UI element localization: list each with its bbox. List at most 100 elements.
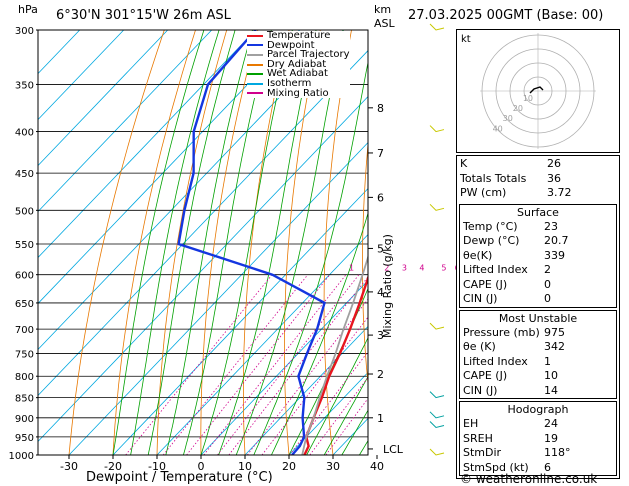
km-axis-label: km xyxy=(374,3,392,16)
isotherm-line xyxy=(200,279,368,455)
mixing-ratio-line xyxy=(162,274,309,455)
temperature-tick-label: -30 xyxy=(60,460,78,473)
legend-label: Isotherm xyxy=(267,77,312,89)
most-unstable-value: 975 xyxy=(544,325,565,339)
pressure-tick-label: 550 xyxy=(15,240,34,251)
isotherm-line xyxy=(156,233,368,455)
most-unstable-label: Lifted Index xyxy=(463,354,528,368)
wet-adiabat-line xyxy=(306,336,368,455)
surface-row: CAPE (J) 0 xyxy=(460,278,616,293)
legend-item: Parcel Trajectory xyxy=(247,50,350,60)
most-unstable-value: 342 xyxy=(544,340,565,353)
temperature-tick-label: 30 xyxy=(326,460,340,473)
wet-adiabat-line xyxy=(271,211,368,455)
mixing-ratio-line xyxy=(203,274,347,455)
legend-item: Wet Adiabat xyxy=(247,69,350,79)
most-unstable-row: θe (K) 342 xyxy=(460,340,616,355)
legend-item: Isotherm xyxy=(247,79,350,89)
mixing-ratio-axis-title: Mixing Ratio (g/kg) xyxy=(381,234,394,338)
index-row: Totals Totals 36 xyxy=(457,172,619,187)
surface-label: CAPE (J) xyxy=(463,277,508,291)
wind-barb xyxy=(429,322,445,330)
legend-item: Temperature xyxy=(247,31,350,41)
km-tick-label: 1 xyxy=(377,412,384,425)
index-value: 3.72 xyxy=(547,186,572,199)
isotherm-line xyxy=(38,30,81,75)
dry-adiabat-line xyxy=(200,30,259,455)
hpa-axis-label: hPa xyxy=(18,3,38,16)
hodograph-param-value: 24 xyxy=(544,417,558,430)
hodograph-param-row: EH 24 xyxy=(460,417,616,432)
km-tick-label: LCL xyxy=(383,443,404,456)
hodograph-param-label: SREH xyxy=(463,431,493,445)
temperature-profile xyxy=(303,274,368,455)
hodograph-param-label: EH xyxy=(463,417,479,430)
wet-adiabat-line xyxy=(323,375,368,455)
isotherm-line xyxy=(68,141,368,455)
most-unstable-label: CIN (J) xyxy=(463,383,498,397)
index-row: K 26 xyxy=(457,157,619,172)
wind-barb xyxy=(429,23,445,31)
most-unstable-label: CAPE (J) xyxy=(463,369,508,382)
most-unstable-value: 14 xyxy=(544,383,558,397)
most-unstable-row: Pressure (mb) 975 xyxy=(460,326,616,341)
legend-label: Wet Adiabat xyxy=(267,68,328,80)
wet-adiabat-line xyxy=(183,30,272,455)
legend-label: Dry Adiabat xyxy=(267,58,327,70)
most-unstable-row: Lifted Index 1 xyxy=(460,355,616,370)
most-unstable-label: Pressure (mb) xyxy=(463,325,540,339)
legend-item: Dewpoint xyxy=(247,39,350,51)
pressure-tick-label: 900 xyxy=(15,414,34,425)
most-unstable-value: 1 xyxy=(544,354,551,368)
dry-adiabat-line xyxy=(68,30,165,455)
pressure-tick-label: 350 xyxy=(15,80,34,91)
km-tick-label: 8 xyxy=(377,102,384,115)
legend-label: Dewpoint xyxy=(267,39,315,51)
hodograph-panel: 10 20 30 40 kt xyxy=(456,29,620,153)
hodograph-param-label: StmDir xyxy=(463,446,502,459)
km-tick-label: 4 xyxy=(377,286,384,299)
pressure-tick-label: 1000 xyxy=(9,451,34,462)
hodograph-table-title: Hodograph xyxy=(507,403,569,416)
surface-title: Surface xyxy=(517,205,559,219)
hodograph-param-value: 19 xyxy=(544,431,558,445)
legend-label: Mixing Ratio xyxy=(267,87,329,99)
index-row: PW (cm) 3.72 xyxy=(457,186,619,201)
pressure-tick-label: 650 xyxy=(15,299,34,310)
surface-section: Surface Temp (°C) 23 Dewp (°C) 20.7 θe(K) 339… xyxy=(459,203,617,308)
legend-swatch xyxy=(247,63,263,66)
datetime-title: 27.03.2025 00GMT (Base: 00) xyxy=(408,8,604,23)
wind-barb xyxy=(429,421,445,429)
mixing-ratio-label: 4 xyxy=(419,264,424,273)
hodograph-param-value: 6 xyxy=(544,460,551,474)
surface-value: 339 xyxy=(544,248,565,262)
mixing-ratio-line xyxy=(186,274,331,455)
isotherm-line xyxy=(38,30,213,213)
temperature-tick-label: 20 xyxy=(282,460,296,473)
legend-swatch xyxy=(247,73,263,76)
mixing-ratio-label: 5 xyxy=(441,264,446,273)
pressure-tick-label: 300 xyxy=(15,26,34,37)
hodograph-section: Hodograph EH 24 SREH 19 StmDir 118° StmSpd (kt… xyxy=(459,401,617,476)
index-label: K xyxy=(460,157,468,170)
surface-value: 2 xyxy=(544,263,551,276)
most-unstable-section: Most Unstable Pressure (mb) 975 θe (K) 342 L… xyxy=(459,309,617,399)
most-unstable-title: Most Unstable xyxy=(498,311,578,325)
dry-adiabat-line xyxy=(283,30,321,455)
km-tick-label: 3 xyxy=(377,329,384,342)
isotherm-line xyxy=(38,30,125,121)
surface-row: CIN (J) 0 xyxy=(460,292,616,307)
chart-legend: Temperature Dewpoint Parcel Trajectory Dry … xyxy=(247,31,350,99)
mixing-ratio-line xyxy=(125,274,273,455)
wet-adiabat-line xyxy=(253,60,368,455)
hodograph-param-label: StmSpd (kt) xyxy=(463,460,529,474)
km-tick-label: 5 xyxy=(377,242,384,255)
surface-value: 23 xyxy=(544,219,558,233)
legend-swatch xyxy=(247,34,263,37)
legend-label: Parcel Trajectory xyxy=(267,49,350,61)
temperature-tick-label: -10 xyxy=(148,460,166,473)
km-tick-label: 2 xyxy=(377,368,384,381)
wet-adiabat-line xyxy=(235,30,344,455)
wet-adiabat-line xyxy=(147,30,236,455)
